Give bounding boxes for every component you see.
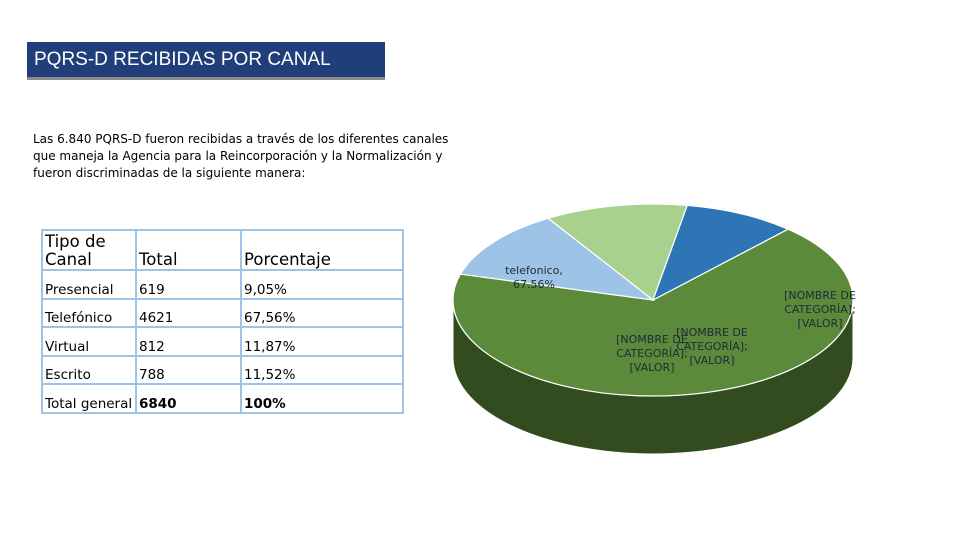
cell-percentage: 9,05% [240, 269, 404, 300]
cell-percentage: 11,52% [240, 354, 404, 385]
table-row: Telefónico 4621 67,56% [41, 297, 404, 328]
cell-channel: Virtual [41, 326, 137, 357]
pie-chart: telefonico, 67.56% [NOMBRE DE CATEGORÍA]; [V… [452, 203, 856, 455]
cell-percentage: 100% [240, 383, 404, 414]
table-header-row: Tipo de Canal Total Porcentaje [41, 229, 404, 271]
cell-total: 812 [135, 326, 242, 357]
header-total: Total [135, 229, 242, 271]
pie-slice-label: telefonico, 67.56% [505, 264, 563, 291]
cell-total: 788 [135, 354, 242, 385]
table-row: Presencial 619 9,05% [41, 269, 404, 300]
pie-slice [452, 228, 854, 397]
pie-slice-label: [NOMBRE DE CATEGORÍA]; [VALOR] [784, 289, 856, 330]
pie-slice-label: [NOMBRE DE CATEGORÍA]; [VALOR] [616, 333, 688, 374]
cell-channel: Escrito [41, 354, 137, 385]
cell-percentage: 11,87% [240, 326, 404, 357]
cell-channel: Total general [41, 383, 137, 414]
table-row: Virtual 812 11,87% [41, 326, 404, 357]
table-total-row: Total general 6840 100% [41, 383, 404, 414]
pie-slice-label: [NOMBRE DE CATEGORÍA]; [VALOR] [676, 326, 748, 367]
page-title: PQRS-D RECIBIDAS POR CANAL [27, 42, 385, 80]
cell-total: 619 [135, 269, 242, 300]
intro-paragraph: Las 6.840 PQRS-D fueron recibidas a trav… [33, 132, 449, 180]
cell-total: 6840 [135, 383, 242, 414]
pie-slice [546, 203, 689, 301]
header-percentage: Porcentaje [240, 229, 404, 271]
cell-channel: Telefónico [41, 297, 137, 328]
cell-total: 4621 [135, 297, 242, 328]
channel-table: Tipo de Canal Total Porcentaje Presencia… [41, 229, 404, 414]
header-channel: Tipo de Canal [41, 229, 137, 271]
cell-percentage: 67,56% [240, 297, 404, 328]
pie-slice [459, 217, 656, 301]
pie-tops [452, 203, 854, 397]
table-row: Escrito 788 11,52% [41, 354, 404, 385]
cell-channel: Presencial [41, 269, 137, 300]
pie-slice [651, 204, 790, 302]
